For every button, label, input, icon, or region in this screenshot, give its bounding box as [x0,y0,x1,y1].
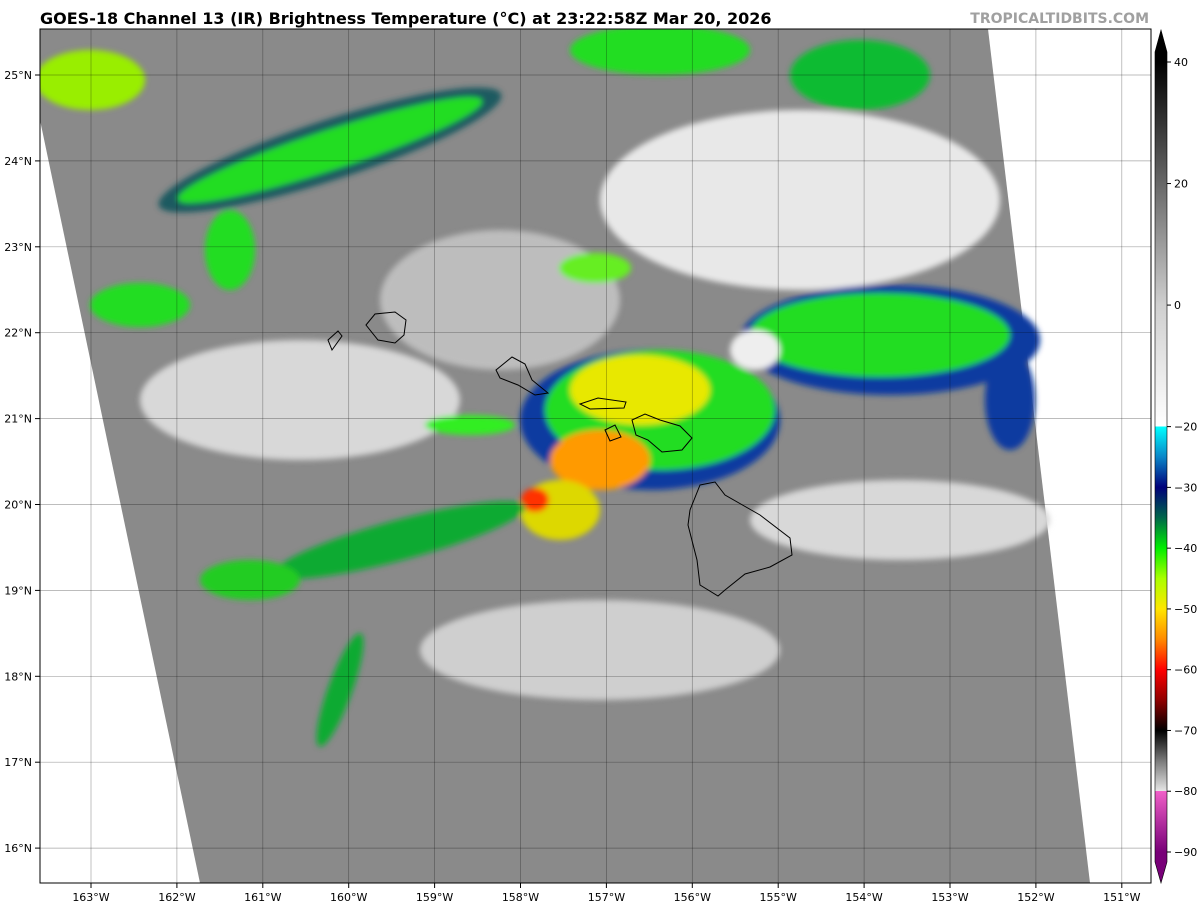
lat-tick-label: 23°N [4,241,32,254]
island-hawaii [687,481,793,597]
lon-tick-label: 152°W [1017,891,1054,904]
lat-tick-label: 18°N [4,670,32,683]
colorbar-tick-label: −70 [1174,724,1197,737]
island-niihau [327,330,343,352]
colorbar-tick-label: −80 [1174,785,1197,798]
lon-tick-label: 151°W [1103,891,1140,904]
colorbar-tick-label: −30 [1174,481,1197,494]
colorbar: 40 20 0 −20 −30 −40 −50 −60 −70 −80 −90 [1154,28,1197,885]
colorbar-tick-label: −60 [1174,664,1197,677]
brand-watermark: TROPICALTIDBITS.COM [970,11,1149,27]
cloud-field [40,29,1050,747]
island-lanai [604,424,622,442]
lon-tick-label: 161°W [244,891,281,904]
lon-tick-label: 154°W [845,891,882,904]
graticule [40,29,1151,883]
map-title: GOES-18 Channel 13 (IR) Brightness Tempe… [40,9,772,28]
colorbar-tick-label: −40 [1174,542,1197,555]
lon-tick-label: 159°W [416,891,453,904]
island-kauai [365,311,407,344]
lat-tick-label: 20°N [4,499,32,512]
lat-tick-label: 21°N [4,413,32,426]
island-maui [631,413,693,453]
plot-frame [39,28,1152,884]
lon-tick-label: 163°W [72,891,109,904]
colorbar-tick-label: −20 [1174,421,1197,434]
lat-tick-label: 17°N [4,756,32,769]
lon-tick-label: 157°W [588,891,625,904]
colorbar-body [1154,28,1168,885]
colorbar-tick-label: −90 [1174,846,1197,859]
lon-tick-label: 156°W [674,891,711,904]
colorbar-tick-label: 20 [1174,178,1188,191]
lon-tick-label: 158°W [502,891,539,904]
colorbar-tick-label: 40 [1174,56,1188,69]
island-oahu [495,356,550,396]
coastlines [327,311,793,597]
lon-tick-label: 160°W [330,891,367,904]
lat-tick-label: 16°N [4,842,32,855]
lat-tick-label: 19°N [4,584,32,597]
lon-tick-label: 153°W [931,891,968,904]
lon-tick-label: 162°W [158,891,195,904]
lat-tick-label: 24°N [4,155,32,168]
lon-tick-label: 155°W [760,891,797,904]
lat-tick-label: 25°N [4,69,32,82]
island-molokai [578,397,627,410]
colorbar-tick-label: 0 [1174,299,1181,312]
lat-tick-label: 22°N [4,327,32,340]
colorbar-tick-label: −50 [1174,603,1197,616]
